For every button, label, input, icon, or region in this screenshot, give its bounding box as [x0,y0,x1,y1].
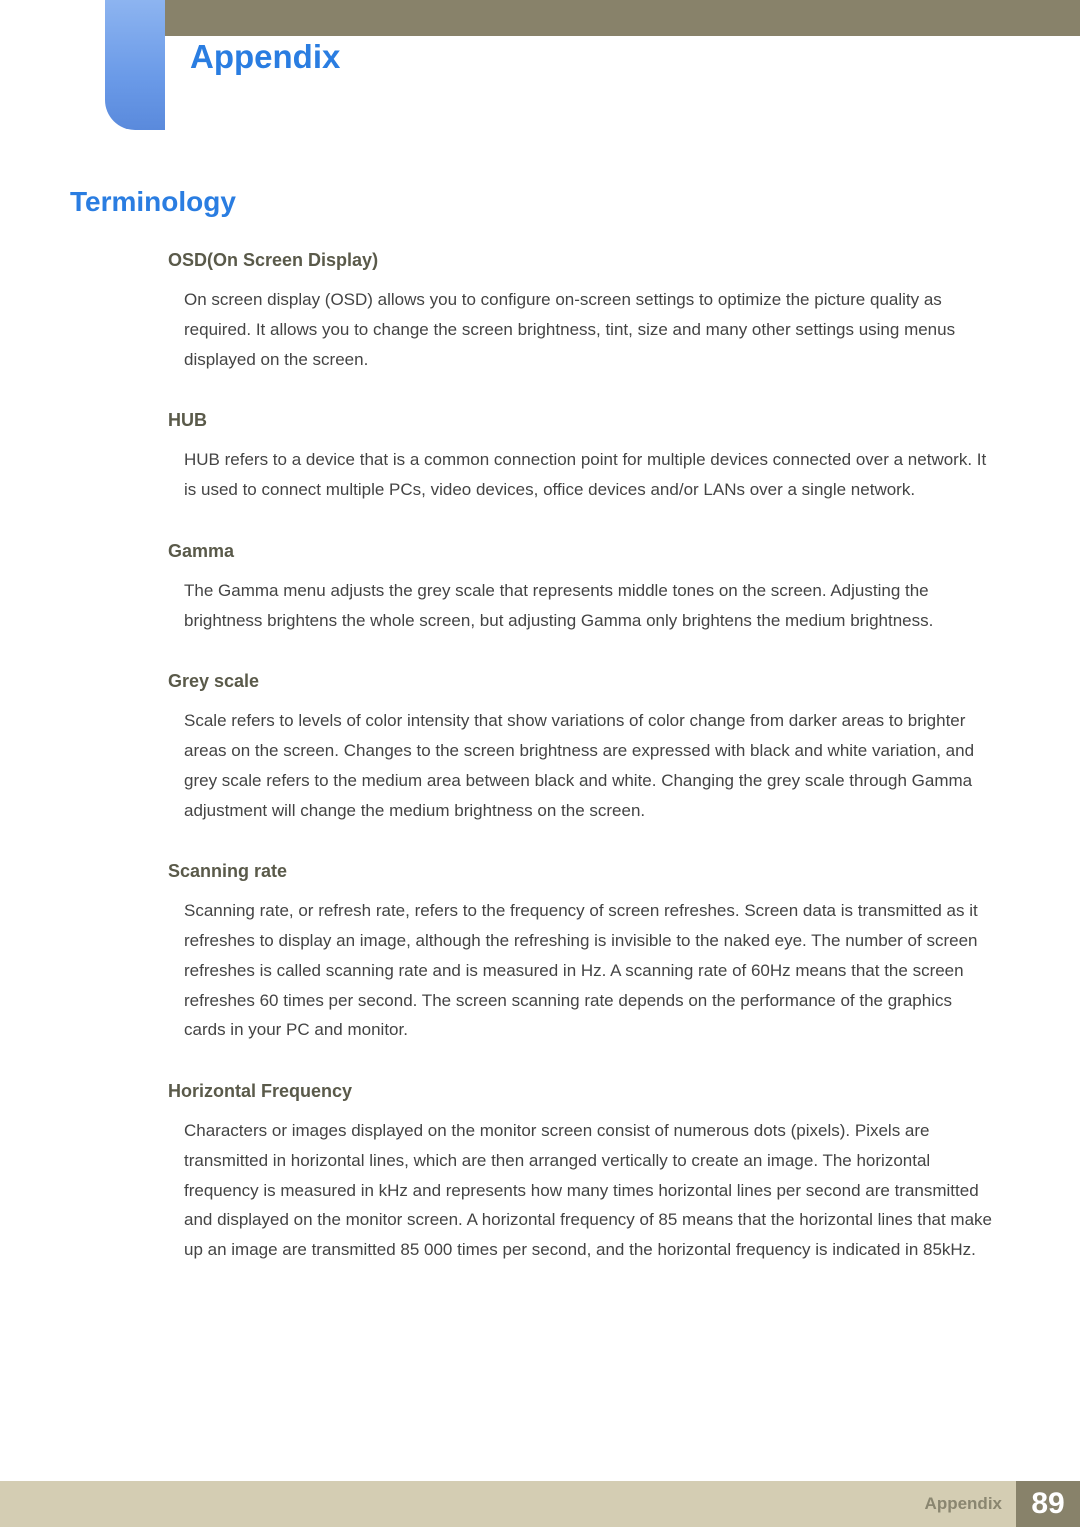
term-body: Characters or images displayed on the mo… [168,1116,998,1265]
term-block: Grey scale Scale refers to levels of col… [168,671,998,825]
term-body: Scale refers to levels of color intensit… [168,706,998,825]
header-top-bar [165,0,1080,36]
term-block: HUB HUB refers to a device that is a com… [168,410,998,505]
footer-bar: Appendix 89 [0,1481,1080,1527]
content-area: OSD(On Screen Display) On screen display… [168,250,998,1301]
term-block: Horizontal Frequency Characters or image… [168,1081,998,1265]
term-block: Scanning rate Scanning rate, or refresh … [168,861,998,1045]
term-block: OSD(On Screen Display) On screen display… [168,250,998,374]
term-title: HUB [168,410,998,431]
term-title: OSD(On Screen Display) [168,250,998,271]
section-title: Terminology [70,186,236,218]
side-tab-decoration [105,0,165,130]
term-body: Scanning rate, or refresh rate, refers t… [168,896,998,1045]
term-title: Scanning rate [168,861,998,882]
term-body: On screen display (OSD) allows you to co… [168,285,998,374]
term-block: Gamma The Gamma menu adjusts the grey sc… [168,541,998,636]
footer-label: Appendix [925,1494,1002,1514]
term-body: The Gamma menu adjusts the grey scale th… [168,576,998,636]
footer-page-number: 89 [1016,1481,1080,1527]
term-title: Grey scale [168,671,998,692]
term-body: HUB refers to a device that is a common … [168,445,998,505]
chapter-title: Appendix [190,38,340,76]
term-title: Gamma [168,541,998,562]
term-title: Horizontal Frequency [168,1081,998,1102]
